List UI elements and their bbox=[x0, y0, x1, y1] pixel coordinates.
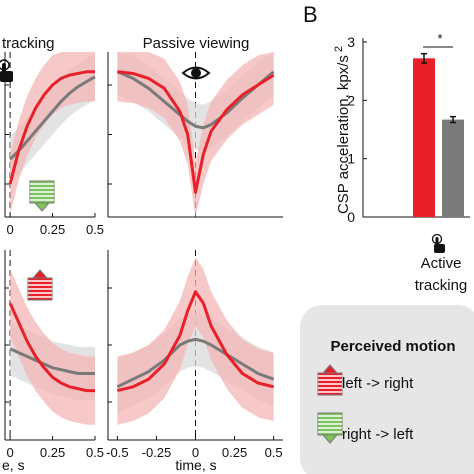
panel-top-left: 0 0.25 0.5 bbox=[4, 52, 104, 237]
red-series-line bbox=[117, 70, 275, 194]
red-error-band bbox=[10, 269, 96, 425]
bar bbox=[413, 58, 435, 218]
striped-arrow-down-icon bbox=[29, 180, 55, 212]
x-tick-label: 0 bbox=[192, 445, 199, 460]
x-label-mid: time, s bbox=[175, 457, 216, 473]
legend: Perceived motion left -> right right -> … bbox=[300, 305, 474, 474]
top-left-title: tracking bbox=[2, 35, 55, 52]
x-tick-label: 0.5 bbox=[86, 445, 104, 460]
arrow-head bbox=[321, 434, 339, 444]
gray-series-line bbox=[9, 75, 96, 161]
bar-chart: 0 1 2 3 bbox=[347, 34, 470, 225]
hand-pointer-icon bbox=[431, 233, 445, 253]
bar-x-label-line1: Active bbox=[421, 255, 462, 272]
red-error-band bbox=[117, 257, 274, 425]
x-tick-label: 0.5 bbox=[86, 222, 104, 237]
gray-series-line bbox=[116, 337, 275, 389]
legend-background bbox=[300, 305, 474, 474]
legend-label-right-left: right -> left bbox=[342, 426, 414, 443]
panel-bottom-left: 0 0.25 0.5 bbox=[4, 250, 104, 460]
x-tick-label: 0.25 bbox=[40, 445, 65, 460]
bar-y-label: CSP acceleration, kpx/s2 bbox=[333, 46, 352, 214]
x-tick-label: 0.25 bbox=[222, 445, 247, 460]
arrow-head bbox=[31, 269, 49, 279]
significance-star: * bbox=[437, 31, 442, 46]
bar-y-tick-label: 3 bbox=[347, 34, 355, 50]
bar bbox=[442, 119, 464, 217]
top-mid-title: Passive viewing bbox=[143, 35, 250, 52]
x-tick-label: -0.25 bbox=[142, 445, 172, 460]
striped-arrow-up-icon bbox=[27, 269, 53, 301]
eye-icon bbox=[181, 66, 211, 80]
red-series-line bbox=[8, 302, 95, 393]
x-label-left: e, s bbox=[2, 457, 25, 473]
x-tick-label: 0 bbox=[6, 445, 13, 460]
x-tick-label: 0 bbox=[6, 222, 13, 237]
arrow-head bbox=[321, 364, 339, 374]
panel-letter: B bbox=[303, 2, 318, 27]
panel-bottom-mid: -0.5 -0.25 0 0.25 0.5 bbox=[106, 250, 283, 460]
arrow-head bbox=[33, 202, 51, 212]
bar-y-tick-label: 1 bbox=[347, 151, 355, 167]
red-series-line bbox=[117, 290, 274, 393]
x-tick-label: 0.25 bbox=[40, 222, 65, 237]
x-tick-label: 0.5 bbox=[265, 445, 283, 460]
red-error-band bbox=[10, 52, 96, 214]
legend-title: Perceived motion bbox=[330, 338, 455, 355]
gray-series-line bbox=[116, 70, 275, 130]
x-tick-label: -0.5 bbox=[106, 445, 128, 460]
hand-pointer-icon bbox=[0, 59, 13, 82]
panel-top-mid bbox=[107, 52, 283, 218]
gray-series-line bbox=[9, 347, 95, 375]
striped-arrow-down-icon bbox=[317, 412, 343, 444]
red-series-line bbox=[8, 70, 95, 185]
bar-y-tick-label: 2 bbox=[347, 92, 355, 108]
striped-arrow-up-icon bbox=[317, 364, 343, 396]
bar-y-tick-label: 0 bbox=[347, 209, 355, 225]
bar-x-label-line2: tracking bbox=[415, 277, 468, 294]
legend-label-left-right: left -> right bbox=[342, 375, 414, 392]
